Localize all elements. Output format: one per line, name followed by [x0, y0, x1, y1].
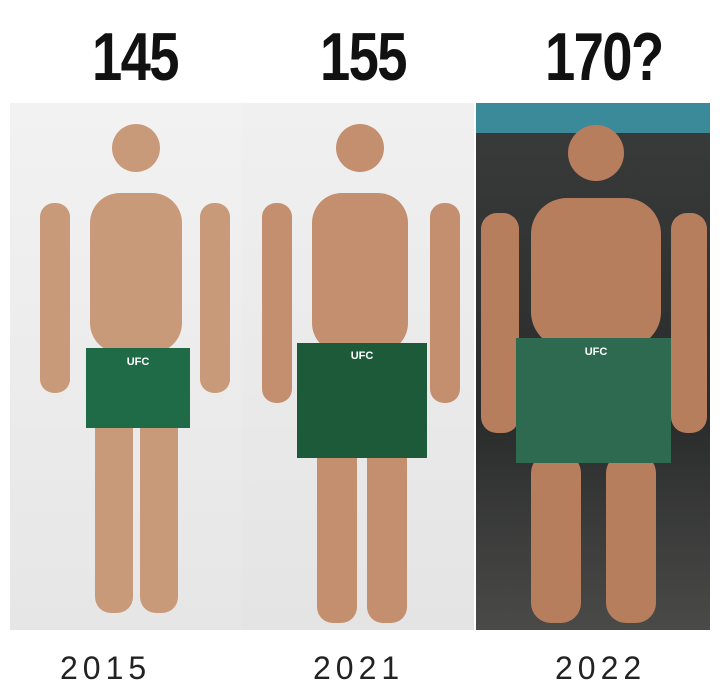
ufc-logo: UFC: [585, 346, 608, 358]
photo-2021: UFC: [242, 103, 474, 630]
year-label-2: 2021: [313, 650, 405, 686]
weight-label-3: 170?: [545, 19, 664, 95]
ufc-logo: UFC: [351, 350, 374, 362]
weight-label-1: 145: [92, 19, 180, 95]
weight-label-2: 155: [320, 19, 408, 95]
photo-2015: UFC: [10, 103, 242, 630]
year-label-1: 2015: [60, 650, 152, 686]
photo-2022: UFC: [476, 103, 710, 630]
year-label-3: 2022: [555, 650, 647, 686]
ufc-logo: UFC: [127, 356, 150, 368]
